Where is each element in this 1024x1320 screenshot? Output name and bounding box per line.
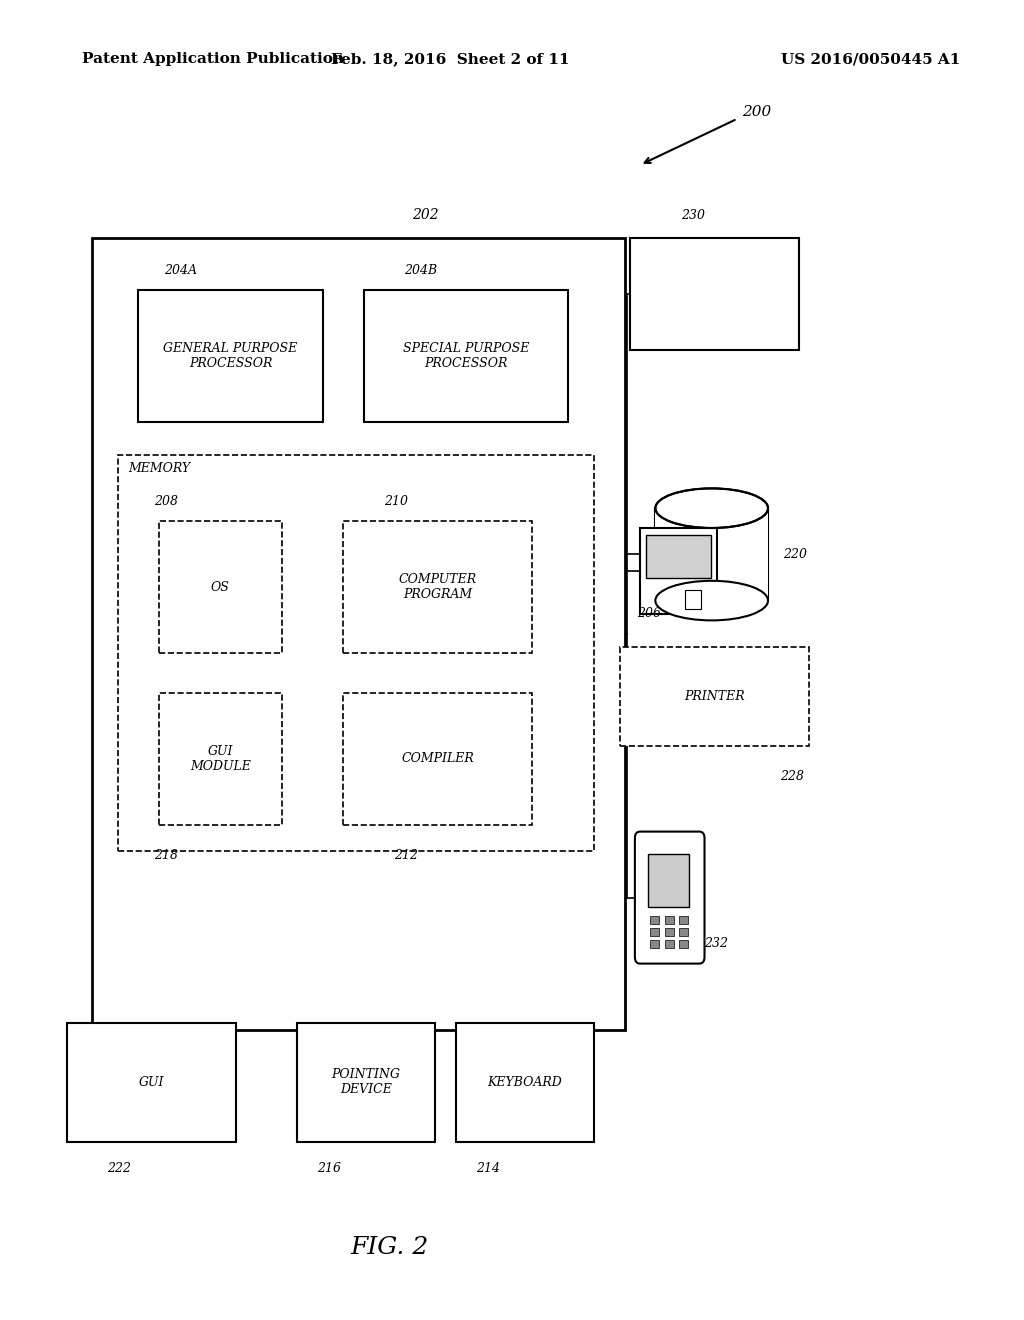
FancyBboxPatch shape: [456, 1023, 594, 1142]
Text: KEYBOARD: KEYBOARD: [487, 1076, 562, 1089]
Bar: [655, 508, 768, 601]
FancyBboxPatch shape: [635, 832, 705, 964]
Text: 210: 210: [384, 495, 408, 508]
Text: 208: 208: [154, 495, 177, 508]
Bar: [646, 535, 711, 578]
Bar: [684, 590, 701, 609]
Text: 218: 218: [154, 849, 177, 862]
Ellipse shape: [655, 581, 768, 620]
FancyBboxPatch shape: [67, 1023, 236, 1142]
FancyBboxPatch shape: [92, 238, 625, 1030]
Text: MEMORY: MEMORY: [128, 462, 190, 475]
Text: PRINTER: PRINTER: [684, 690, 744, 702]
FancyBboxPatch shape: [138, 290, 323, 422]
Text: SPECIAL PURPOSE
PROCESSOR: SPECIAL PURPOSE PROCESSOR: [402, 342, 529, 371]
Text: GENERAL PURPOSE
PROCESSOR: GENERAL PURPOSE PROCESSOR: [163, 342, 298, 371]
Text: COMPUTER
PROGRAM: COMPUTER PROGRAM: [398, 573, 477, 602]
FancyBboxPatch shape: [297, 1023, 435, 1142]
Text: POINTING
DEVICE: POINTING DEVICE: [332, 1068, 400, 1097]
Bar: [648, 854, 689, 907]
Bar: [650, 928, 659, 936]
Bar: [665, 928, 674, 936]
FancyBboxPatch shape: [118, 455, 594, 851]
Text: Feb. 18, 2016  Sheet 2 of 11: Feb. 18, 2016 Sheet 2 of 11: [331, 53, 570, 66]
Text: 214: 214: [476, 1162, 500, 1175]
FancyBboxPatch shape: [343, 521, 532, 653]
Text: 228: 228: [780, 770, 804, 783]
Text: 204A: 204A: [164, 264, 197, 277]
Bar: [665, 940, 674, 948]
Bar: [650, 916, 659, 924]
Text: 220: 220: [783, 548, 807, 561]
Bar: [679, 940, 688, 948]
Text: OS: OS: [211, 581, 229, 594]
Text: COMPILER: COMPILER: [401, 752, 474, 766]
Text: FIG. 2: FIG. 2: [350, 1236, 428, 1259]
FancyBboxPatch shape: [630, 238, 799, 350]
Text: 224: 224: [727, 508, 751, 521]
FancyBboxPatch shape: [159, 693, 282, 825]
Text: 204B: 204B: [404, 264, 437, 277]
Text: 206: 206: [637, 607, 660, 620]
FancyBboxPatch shape: [620, 647, 809, 746]
Text: 212: 212: [394, 849, 418, 862]
Bar: [679, 928, 688, 936]
Text: Patent Application Publication: Patent Application Publication: [82, 53, 344, 66]
Text: GUI: GUI: [138, 1076, 164, 1089]
Text: US 2016/0050445 A1: US 2016/0050445 A1: [780, 53, 961, 66]
Bar: [679, 916, 688, 924]
Bar: [665, 916, 674, 924]
Text: 202: 202: [412, 207, 438, 222]
FancyBboxPatch shape: [640, 528, 717, 614]
Ellipse shape: [655, 488, 768, 528]
Text: 222: 222: [108, 1162, 131, 1175]
Text: 216: 216: [317, 1162, 341, 1175]
FancyBboxPatch shape: [159, 521, 282, 653]
FancyBboxPatch shape: [343, 693, 532, 825]
Text: 230: 230: [681, 209, 705, 222]
Text: GUI
MODULE: GUI MODULE: [189, 744, 251, 774]
Bar: [650, 940, 659, 948]
FancyBboxPatch shape: [364, 290, 568, 422]
Text: 232: 232: [705, 937, 728, 950]
Text: 200: 200: [742, 104, 772, 119]
